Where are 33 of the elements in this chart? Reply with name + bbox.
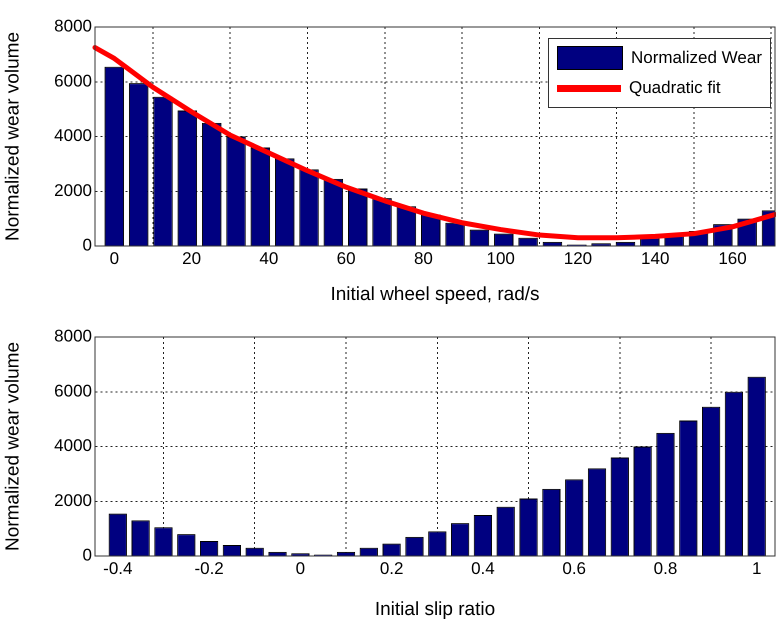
x-tick-label: 1 bbox=[752, 558, 762, 578]
x-tick-label: 80 bbox=[414, 248, 433, 268]
x-axis-title: Initial slip ratio bbox=[374, 598, 496, 620]
x-tick-label: 0 bbox=[296, 558, 306, 578]
y-tick-label: 0 bbox=[82, 236, 92, 255]
x-tick-label: 0 bbox=[110, 248, 120, 268]
y-tick-label: 6000 bbox=[54, 71, 92, 90]
x-tick-label: 60 bbox=[336, 248, 356, 268]
x-tick-label: 0.4 bbox=[471, 558, 495, 578]
x-tick-label: 120 bbox=[564, 248, 592, 268]
x-tick-label: 100 bbox=[486, 248, 515, 268]
y-tick-label: 4000 bbox=[54, 436, 92, 456]
y-tick-label: 8000 bbox=[54, 326, 92, 346]
legend-label: Normalized Wear bbox=[630, 48, 762, 68]
x-tick-label: -0.2 bbox=[194, 558, 224, 578]
x-tick-label: 0.6 bbox=[562, 558, 586, 578]
x-axis-title: Initial wheel speed, rad/s bbox=[330, 284, 540, 305]
x-tick-label: 0.2 bbox=[380, 558, 404, 578]
y-tick-label: 6000 bbox=[54, 381, 92, 400]
y-axis-title: Normalized wear volume bbox=[2, 342, 24, 552]
x-tick-label: 20 bbox=[182, 248, 202, 268]
x-tick-label: 140 bbox=[641, 248, 670, 268]
x-tick-label: -0.4 bbox=[103, 558, 132, 578]
x-tick-label: 160 bbox=[718, 248, 747, 268]
legend-label: Quadratic fit bbox=[628, 78, 721, 98]
x-tick-label: 0.8 bbox=[654, 558, 678, 578]
y-tick-label: 0 bbox=[82, 546, 92, 565]
y-tick-label: 2000 bbox=[54, 180, 92, 200]
y-tick-label: 8000 bbox=[54, 16, 92, 36]
y-axis-title: Normalized wear volume bbox=[2, 32, 24, 242]
x-tick-label: 40 bbox=[259, 248, 278, 268]
y-tick-label: 4000 bbox=[54, 126, 92, 146]
y-tick-label: 2000 bbox=[54, 490, 92, 510]
